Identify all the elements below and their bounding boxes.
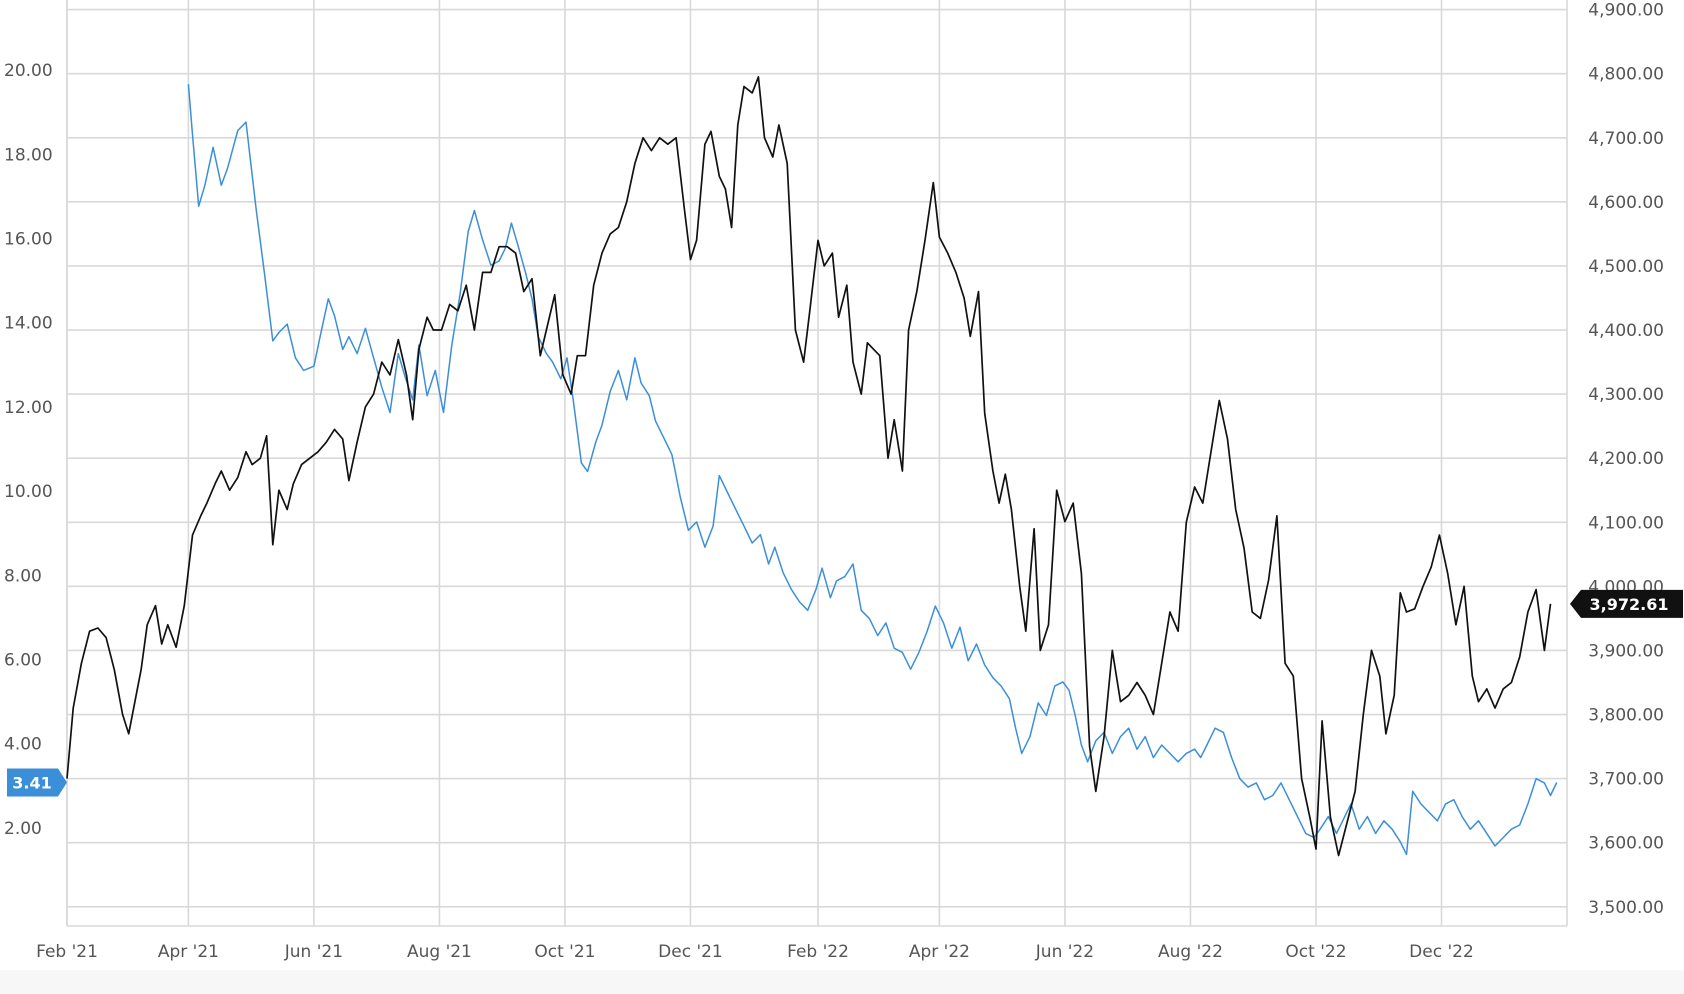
x-axis-tick-label: Jun '21 [284,942,343,962]
right-axis-tick-label: 3,500.00 [1588,898,1664,918]
right-axis-tick-label: 4,600.00 [1588,193,1664,213]
badge-layer: 3.41 3,972.61 [7,589,1683,797]
left-axis-tick-label: 12.00 [4,398,53,418]
right-axis-tick-label: 4,900.00 [1588,1,1664,21]
right-axis-tick-label: 4,700.00 [1588,129,1664,149]
right-axis-tick-label: 3,900.00 [1588,641,1664,661]
series-line-left [187,84,1558,856]
left-axis-tick-label: 2.00 [4,819,42,839]
x-axis-tick-label: Feb '22 [787,942,849,962]
x-axis-tick-label: Oct '22 [1285,942,1346,962]
bottom-strip [0,970,1684,994]
left-axis-tick-label: 14.00 [4,314,53,334]
left-axis-tick-label: 16.00 [4,230,53,250]
badge-shape [7,768,67,797]
x-axis-tick-label: Oct '21 [534,942,595,962]
series-layer [66,76,1558,857]
x-axis-tick-label: Dec '21 [658,942,723,962]
right-axis-tick-label: 3,800.00 [1588,706,1664,726]
x-axis-tick-label: Apr '21 [158,942,219,962]
left-axis-tick-label: 10.00 [4,482,53,502]
right-axis-tick-label: 4,200.00 [1588,449,1664,469]
right-axis-tick-label: 4,400.00 [1588,321,1664,341]
right-axis-tick-label: 3,600.00 [1588,834,1664,854]
last-value-label: 3,972.61 [1590,595,1669,614]
last-value-label: 3.41 [12,773,51,792]
last-value-badge-left: 3.41 [7,768,67,797]
left-axis-tick-label: 18.00 [4,145,53,165]
x-axis-tick-label: Aug '21 [407,942,472,962]
left-axis-tick-label: 6.00 [4,650,42,670]
left-axis-tick-label: 20.00 [4,61,53,81]
last-value-badge-right: 3,972.61 [1570,589,1683,618]
series-line-right [66,76,1552,857]
right-axis-tick-label: 4,800.00 [1588,65,1664,85]
right-axis-tick-label: 4,100.00 [1588,513,1664,533]
left-axis-tick-label: 8.00 [4,566,42,586]
axis-layer: 2.00 4.00 6.00 8.00 10.00 12.00 14.00 16.00 18.0… [4,1,1664,962]
left-axis-tick-label: 4.00 [4,735,42,755]
right-axis-tick-label: 4,300.00 [1588,385,1664,405]
right-axis-tick-label: 4,500.00 [1588,257,1664,277]
x-axis-tick-label: Aug '22 [1158,942,1223,962]
x-axis-tick-label: Feb '21 [36,942,98,962]
x-axis-tick-label: Apr '22 [909,942,970,962]
x-axis-tick-label: Dec '22 [1409,942,1474,962]
right-axis-tick-label: 3,700.00 [1588,770,1664,790]
badge-shape [1570,589,1683,618]
x-axis-tick-label: Jun '22 [1035,942,1094,962]
grid-layer [66,0,1568,927]
